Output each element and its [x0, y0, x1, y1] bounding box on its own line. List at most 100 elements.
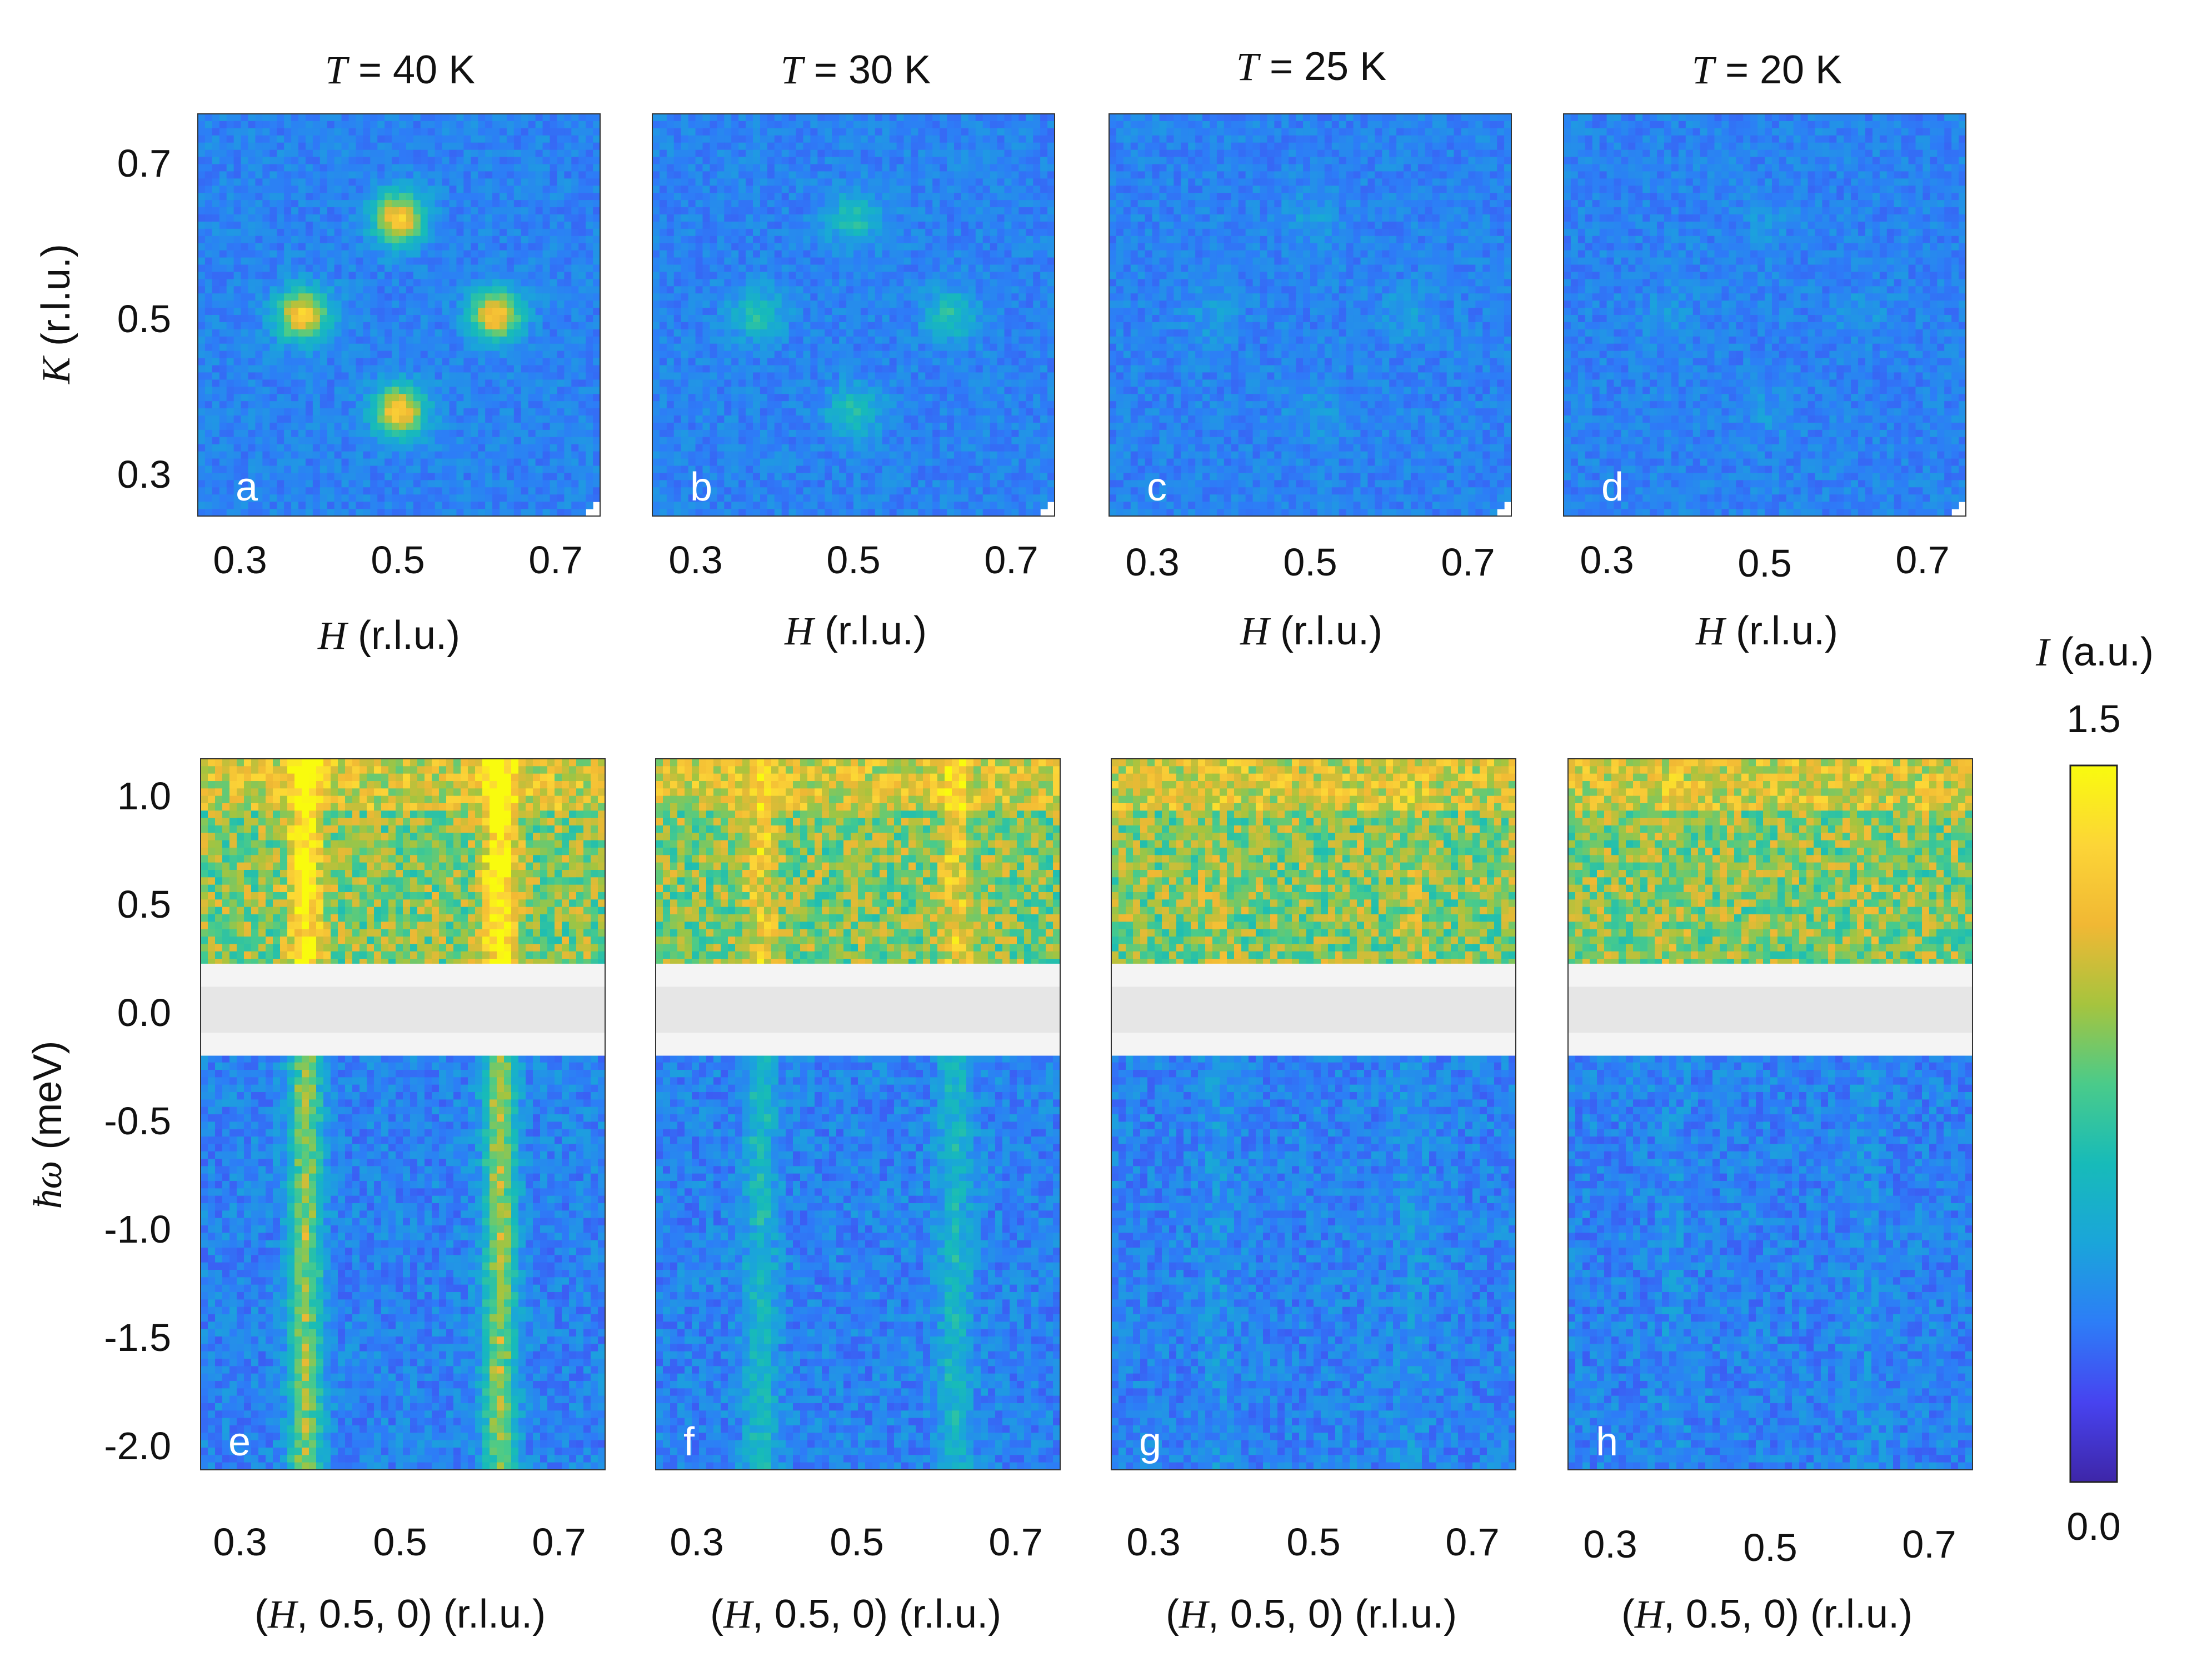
heatmap-cell: [781, 193, 790, 201]
heatmap-cell: [896, 272, 905, 279]
heatmap-cell: [817, 186, 825, 193]
heatmap-cell: [832, 301, 840, 308]
heatmap-cell: [911, 279, 918, 287]
heatmap-cell: [867, 164, 876, 172]
heatmap-cell: [204, 329, 213, 337]
heatmap-cell: [363, 286, 371, 294]
heatmap-cell: [219, 315, 227, 323]
heatmap-cell: [1047, 142, 1055, 151]
heatmap-cell: [513, 401, 522, 409]
heatmap-cell: [370, 286, 378, 294]
heatmap-cell: [298, 207, 306, 215]
heatmap-cell: [717, 286, 725, 294]
heatmap-cell: [557, 301, 565, 308]
heatmap-cell: [982, 236, 991, 244]
heatmap-cell: [471, 214, 478, 222]
heatmap-cell: [449, 114, 457, 122]
heatmap-cell: [688, 257, 696, 266]
heatmap-cell: [746, 186, 753, 193]
heatmap-cell: [435, 408, 443, 416]
heatmap-cell: [241, 473, 249, 480]
heatmap-cell: [506, 315, 515, 323]
heatmap-cell: [896, 228, 905, 237]
heatmap-cell: [688, 149, 696, 158]
heatmap-cell: [406, 372, 414, 380]
heatmap-cell: [832, 279, 840, 287]
heatmap-cell: [688, 128, 696, 136]
heatmap-cell: [277, 178, 284, 186]
heatmap-cell: [506, 149, 515, 158]
heatmap-cell: [1040, 135, 1048, 143]
heatmap-cell: [233, 286, 242, 294]
heatmap-cell: [557, 480, 565, 488]
heatmap-cell: [673, 186, 682, 193]
heatmap-cell: [327, 465, 335, 474]
heatmap-cell: [356, 257, 363, 266]
heatmap-cell: [212, 114, 220, 122]
heatmap-cell: [248, 343, 256, 352]
heatmap-cell: [406, 509, 414, 517]
heatmap-cell: [593, 336, 601, 344]
heatmap-cell: [593, 250, 601, 258]
heatmap-cell: [673, 114, 682, 122]
heatmap-cell: [500, 458, 507, 467]
heatmap-cell: [710, 128, 717, 136]
heatmap-cell: [982, 279, 991, 287]
heatmap-cell: [241, 264, 249, 273]
heatmap-cell: [298, 164, 306, 172]
heatmap-cell: [348, 264, 357, 273]
heatmap-cell: [356, 351, 363, 359]
heatmap-cell: [810, 164, 818, 172]
heatmap-cell: [571, 502, 579, 509]
heatmap-cell: [212, 509, 220, 517]
heatmap-cell: [269, 509, 277, 517]
heatmap-cell: [248, 200, 256, 208]
heatmap-cell: [385, 264, 392, 273]
heatmap-cell: [449, 502, 457, 509]
heatmap-cell: [724, 272, 732, 279]
heatmap-cell: [219, 149, 227, 158]
heatmap-cell: [406, 358, 414, 366]
heatmap-cell: [348, 487, 357, 495]
heatmap-cell: [867, 250, 876, 258]
heatmap-cell: [932, 142, 940, 151]
heatmap-cell: [356, 121, 363, 129]
heatmap-cell: [492, 200, 500, 208]
heatmap-cell: [427, 437, 436, 445]
heatmap-cell: [413, 149, 421, 158]
heatmap-cell: [370, 322, 378, 330]
heatmap-cell: [435, 286, 443, 294]
heatmap-cell: [241, 128, 249, 136]
heatmap-cell: [399, 429, 407, 438]
heatmap-cell: [219, 135, 227, 143]
heatmap-cell: [427, 272, 436, 279]
heatmap-cell: [471, 394, 478, 402]
heatmap-cell: [226, 329, 234, 337]
heatmap-cell: [449, 214, 457, 222]
heatmap-cell: [298, 437, 306, 445]
heatmap-cell: [673, 322, 682, 330]
heatmap-cell: [825, 243, 832, 251]
heatmap-cell: [506, 429, 515, 438]
heatmap-cell: [219, 178, 227, 186]
heatmap-cell: [810, 221, 818, 229]
heatmap-cell: [1018, 250, 1026, 258]
heatmap-cell: [348, 365, 357, 373]
heatmap-cell: [262, 329, 270, 337]
heatmap-cell: [673, 200, 682, 208]
heatmap-cell: [528, 157, 536, 165]
heatmap-cell: [442, 365, 450, 373]
heatmap-cell: [564, 121, 572, 129]
heatmap-cell: [413, 509, 421, 517]
heatmap-cell: [940, 186, 947, 193]
heatmap-cell: [370, 257, 378, 266]
heatmap-cell: [248, 308, 256, 316]
heatmap-cell: [903, 157, 912, 165]
heatmap-cell: [312, 487, 321, 495]
heatmap-cell: [449, 387, 457, 394]
heatmap-cell: [731, 128, 739, 136]
heatmap-cell: [471, 451, 478, 459]
heatmap-cell: [327, 301, 335, 308]
heatmap-cell: [557, 135, 565, 143]
heatmap-cell: [666, 343, 675, 352]
